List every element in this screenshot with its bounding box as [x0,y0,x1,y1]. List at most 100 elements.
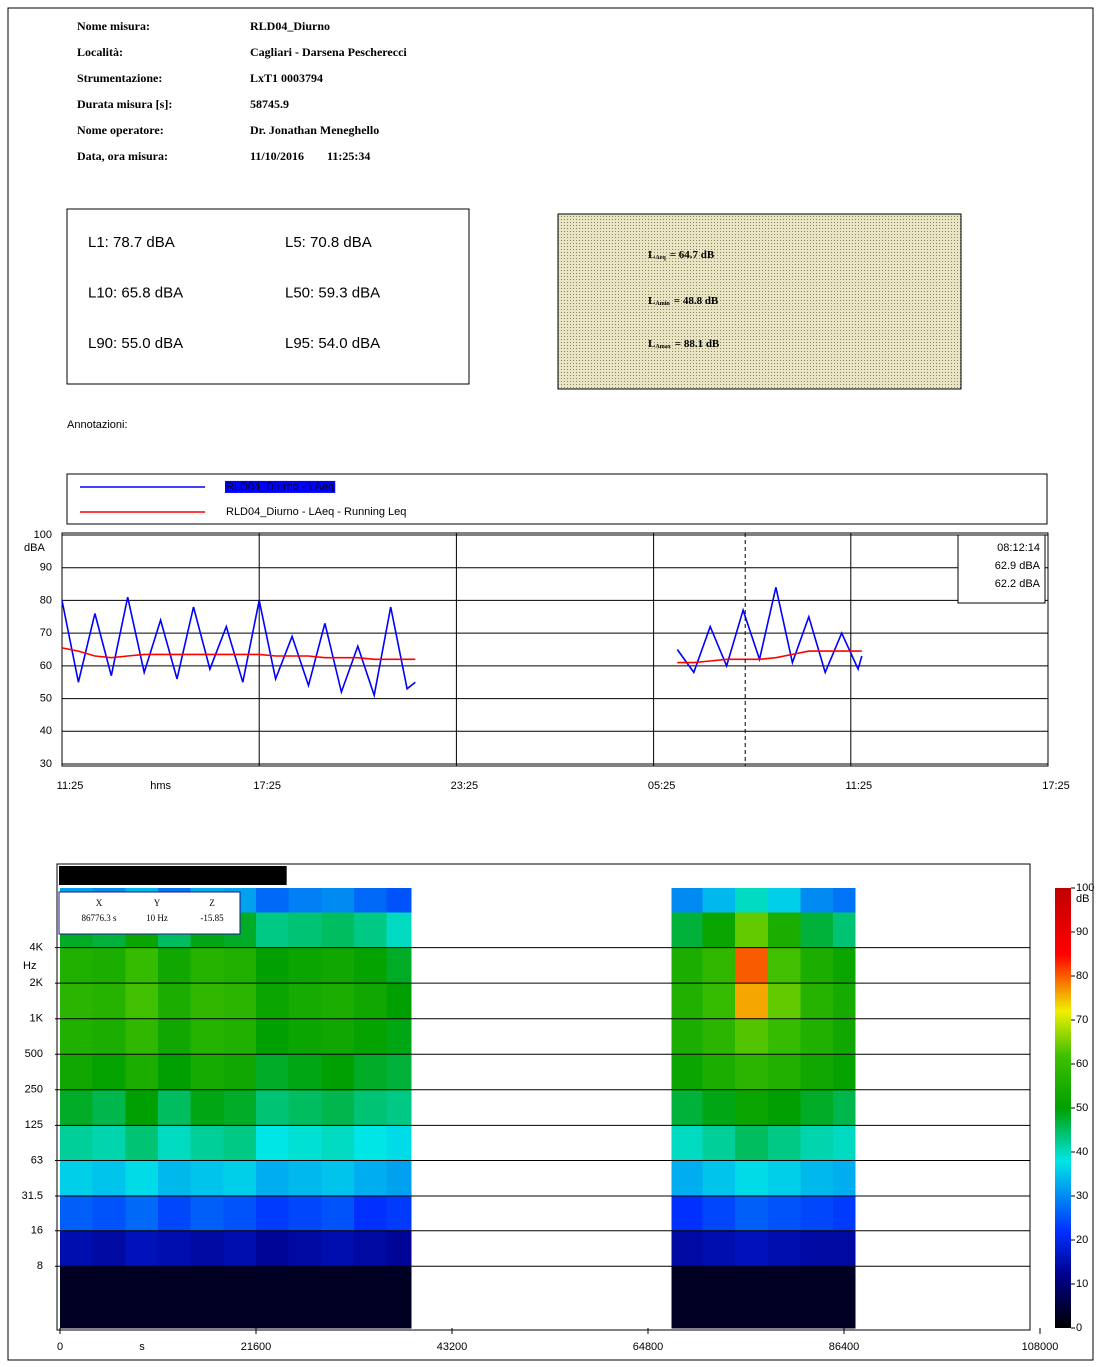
heatmap-cell [800,912,834,949]
x-tick-label: 86400 [829,1341,860,1353]
heatmap-cell [735,888,769,913]
colorbar-label: 90 [1076,926,1088,938]
heatmap-cell [767,1160,801,1197]
heatmap-cell [92,1160,126,1197]
heatmap-cell [735,1160,769,1197]
heatmap-cell [256,947,290,984]
heatmap-cell [158,1089,192,1126]
heatmap-cell [125,983,159,1020]
summary-subscript: Amax [655,344,670,350]
y-tick-label: 100 [34,529,52,541]
heatmap-cell [256,983,290,1020]
colorbar-label: 40 [1076,1146,1088,1158]
heatmap-cell [386,1196,412,1232]
colorbar-label: 30 [1076,1190,1088,1202]
heatmap-cell [354,1196,388,1232]
page-border [7,7,1094,1361]
heatmap-cell [671,888,703,913]
heatmap-cell [386,1125,412,1161]
heatmap-cell [702,1054,736,1091]
y-tick-label: 60 [40,660,52,672]
heatmap-cell [671,947,703,984]
heatmap-cell [833,983,856,1020]
heatmap-cell [800,983,834,1020]
heatmap-cell [354,888,388,913]
y-tick-label: 250 [25,1084,43,1096]
heatmap-cell [158,1018,192,1055]
heatmap-cell [125,1089,159,1126]
heatmap-cell [800,1266,834,1329]
heatmap-cell [800,1160,834,1197]
series-line [61,587,863,699]
heatmap-cell [767,1230,801,1267]
heatmap-cell [256,1266,290,1329]
heatmap-cell [833,1018,856,1055]
heatmap-cell [833,912,856,949]
y-axis-unit: dBA [24,542,45,554]
heatmap-cell [354,1089,388,1126]
heatmap-cell [671,1230,703,1267]
legend-highlight [225,480,336,493]
colorbar-label: 100 [1076,882,1094,894]
series-line [61,647,862,664]
heatmap-cell [190,1160,224,1197]
heatmap-cell [386,1266,412,1329]
heatmap-cell [223,1125,257,1161]
cursor-header: Y [154,898,161,908]
heatmap-cell [288,1089,322,1126]
summary-box [557,213,962,390]
y-tick-label: 30 [40,758,52,770]
heatmap-cell [702,888,736,913]
header-value: 58745.9 [250,97,289,111]
x-tick-label: 11:25 [845,780,872,792]
summary-line: LAmax = 88.1 dB [648,338,720,351]
x-tick-label: 17:25 [1042,780,1070,792]
heatmap-cell [288,1125,322,1161]
colorbar-unit: dB [1076,893,1089,905]
cursor-box [58,891,241,935]
header-label: Nome misura: [77,19,150,33]
legend-label: RLD04_Diurno - LAeq [226,481,334,493]
y-tick-label: 16 [31,1225,43,1237]
heatmap-cell [125,1160,159,1197]
level-value: L5: 70.8 dBA [285,234,372,251]
heatmap-cell [60,1125,94,1161]
heatmap-cell [386,1230,412,1267]
summary-subscript: Amin [655,301,670,307]
cursor-header: X [96,898,103,908]
heatmap-cell [125,1230,159,1267]
summary-value: = 88.1 dB [675,338,720,350]
summary-symbol: L [648,295,655,307]
heatmap-cell [288,947,322,984]
heatmap-cell [256,1160,290,1197]
heatmap-cell [767,947,801,984]
heatmap-cell [800,1230,834,1267]
heatmap-cell [702,1018,736,1055]
annotations-label: Annotazioni: [67,419,128,431]
heatmap-cell [386,912,412,949]
colorbar-label: 60 [1076,1058,1088,1070]
level-value: L10: 65.8 dBA [88,284,183,301]
heatmap-cell [735,1266,769,1329]
plot-frame [61,532,1049,767]
heatmap-cell [92,1266,126,1329]
heatmap-cell [288,1230,322,1267]
heatmap-cell [386,1054,412,1091]
heatmap-cell [158,1230,192,1267]
heatmap-cell [671,912,703,949]
heatmap-cell [702,1089,736,1126]
title-bar [59,866,287,885]
heatmap-cell [288,912,322,949]
heatmap-cell [223,1054,257,1091]
colorbar-label: 10 [1076,1278,1088,1290]
heatmap-cell [321,912,355,949]
heatmap-cell [702,1196,736,1232]
summary-line: LAeq = 64.7 dB [648,249,715,262]
heatmap-cell [767,1054,801,1091]
heatmap-cell [288,1196,322,1232]
heatmap-cell [702,1125,736,1161]
heatmap-cell [833,1089,856,1126]
heatmap-cell [800,888,834,913]
heatmap-cell [767,888,801,913]
heatmap-cell [735,1125,769,1161]
